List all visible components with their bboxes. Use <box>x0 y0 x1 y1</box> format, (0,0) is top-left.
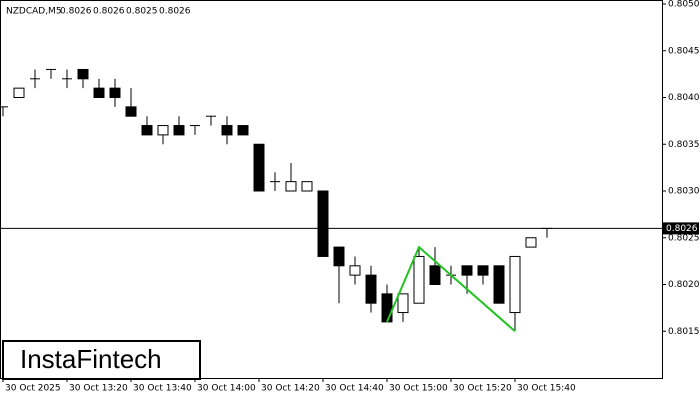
candle-body <box>493 265 505 304</box>
y-tick-label: 0.8045 <box>668 46 700 56</box>
candle-body <box>253 143 265 192</box>
candle-body <box>397 293 409 314</box>
y-tick-label: 0.8035 <box>668 140 700 150</box>
candle-body <box>509 255 521 314</box>
y-tick-label: 0.8030 <box>668 187 700 197</box>
candle-body <box>237 125 249 136</box>
header-value: 0.8026 <box>60 7 92 17</box>
candle-body <box>157 125 169 136</box>
candle-body <box>333 246 345 267</box>
candle-body <box>365 274 377 304</box>
chart-title: NZDCAD,M5 <box>6 7 62 17</box>
candle-body <box>109 87 121 99</box>
candle-body <box>173 125 185 136</box>
x-tick-label: 30 Oct 15:00 <box>389 384 448 394</box>
header-value: 0.8026 <box>159 7 191 17</box>
y-tick-label: 0.8040 <box>668 93 700 103</box>
candle-body <box>349 265 361 276</box>
y-tick-label: 0.8015 <box>668 327 700 337</box>
x-tick-label: 30 Oct 14:20 <box>261 384 320 394</box>
x-tick-label: 30 Oct 13:20 <box>69 384 128 394</box>
y-tick-label: 0.8025 <box>668 233 700 243</box>
x-tick-label: 30 Oct 15:20 <box>453 384 512 394</box>
logo-box <box>2 340 201 380</box>
pattern-line <box>386 245 516 333</box>
candle-body <box>125 106 137 117</box>
candle-body <box>429 265 441 285</box>
candle-body <box>221 125 233 136</box>
header-value: 0.8026 <box>93 7 125 17</box>
x-tick-label: 30 Oct 2025 <box>5 384 61 394</box>
y-tick-label: 0.8020 <box>668 280 700 290</box>
candle-body <box>13 87 25 99</box>
candle-body <box>301 181 313 192</box>
candle-body <box>141 125 153 136</box>
x-tick-label: 30 Oct 13:40 <box>133 384 192 394</box>
candle-body <box>93 87 105 99</box>
header-value: 0.8025 <box>126 7 158 17</box>
current-price-label: 0.8026 <box>666 224 698 234</box>
candle-body <box>285 181 297 192</box>
x-tick-label: 30 Oct 14:40 <box>325 384 384 394</box>
candle-body <box>477 265 489 276</box>
logo: InstaFintech <box>20 344 162 374</box>
candle-body <box>77 68 89 80</box>
plot-frame <box>0 0 663 379</box>
x-tick-label: 30 Oct 15:40 <box>517 384 576 394</box>
x-tick-label: 30 Oct 14:00 <box>197 384 256 394</box>
candle-body <box>525 237 537 248</box>
candle-body <box>381 293 393 323</box>
y-tick-label: 0.8050 <box>668 0 700 10</box>
candle-body <box>461 265 473 276</box>
candle-body <box>413 255 425 304</box>
current-price-box <box>663 222 699 235</box>
candle-body <box>317 190 329 257</box>
